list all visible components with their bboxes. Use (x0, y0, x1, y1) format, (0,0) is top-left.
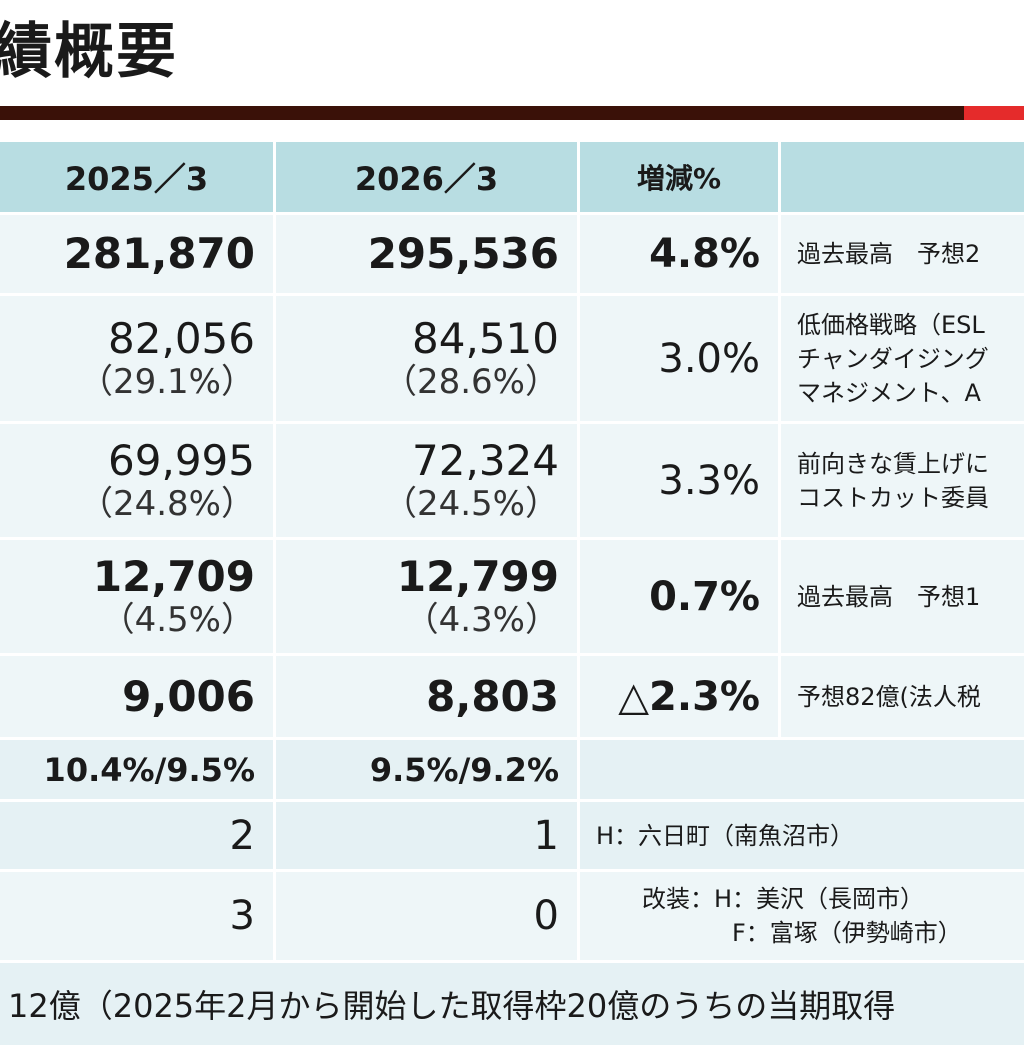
row-5-note: 予想82億(法人税 (781, 656, 1024, 737)
row-1-change: 4.8% (580, 215, 778, 293)
row-6-fy2025: 10.4%/9.5% (0, 740, 273, 799)
title-accent-bar (964, 106, 1024, 120)
row-2-fy2026: 84,510 （28.6%） (276, 296, 577, 421)
row-7-note: H：六日町（南魚沼市） (580, 802, 1024, 869)
row-2-fy2025: 82,056 （29.1%） (0, 296, 273, 421)
row-2-change: 3.0% (580, 296, 778, 421)
row-3-change: 3.3% (580, 424, 778, 537)
row-4-change: 0.7% (580, 540, 778, 653)
header-change: 増減% (580, 142, 778, 212)
header-fy2025: 2025／3 (0, 142, 273, 212)
row-8-fy2026: 0 (276, 872, 577, 960)
header-notes (781, 142, 1024, 212)
row-3-fy2025: 69,995 （24.8%） (0, 424, 273, 537)
row-6-empty (580, 740, 1024, 799)
row-1-fy2025: 281,870 (0, 215, 273, 293)
row-7-fy2026: 1 (276, 802, 577, 869)
row-2-note: 低価格戦略（ESL チャンダイジング マネジメント、A (781, 296, 1024, 421)
row-1-note: 過去最高 予想2 (781, 215, 1024, 293)
footer-note: 12億（2025年2月から開始した取得枠20億のうちの当期取得 (0, 963, 1024, 1045)
row-5-fy2026: 8,803 (276, 656, 577, 737)
results-table: 2025／3 2026／3 増減% 281,870 295,536 4.8% 過… (0, 142, 1024, 1045)
row-3-note: 前向きな賃上げに コストカット委員 (781, 424, 1024, 537)
header-fy2026: 2026／3 (276, 142, 577, 212)
row-4-note: 過去最高 予想1 (781, 540, 1024, 653)
title-underline-bar (0, 106, 964, 120)
page-title: 績概要 (0, 17, 178, 87)
row-8-fy2025: 3 (0, 872, 273, 960)
row-4-fy2025: 12,709 （4.5%） (0, 540, 273, 653)
row-5-fy2025: 9,006 (0, 656, 273, 737)
row-8-note: 改装：H：美沢（長岡市） F：富塚（伊勢崎市） (580, 872, 1024, 960)
row-5-change: △2.3% (580, 656, 778, 737)
row-6-fy2026: 9.5%/9.2% (276, 740, 577, 799)
row-7-fy2025: 2 (0, 802, 273, 869)
row-3-fy2026: 72,324 （24.5%） (276, 424, 577, 537)
row-4-fy2026: 12,799 （4.3%） (276, 540, 577, 653)
row-1-fy2026: 295,536 (276, 215, 577, 293)
